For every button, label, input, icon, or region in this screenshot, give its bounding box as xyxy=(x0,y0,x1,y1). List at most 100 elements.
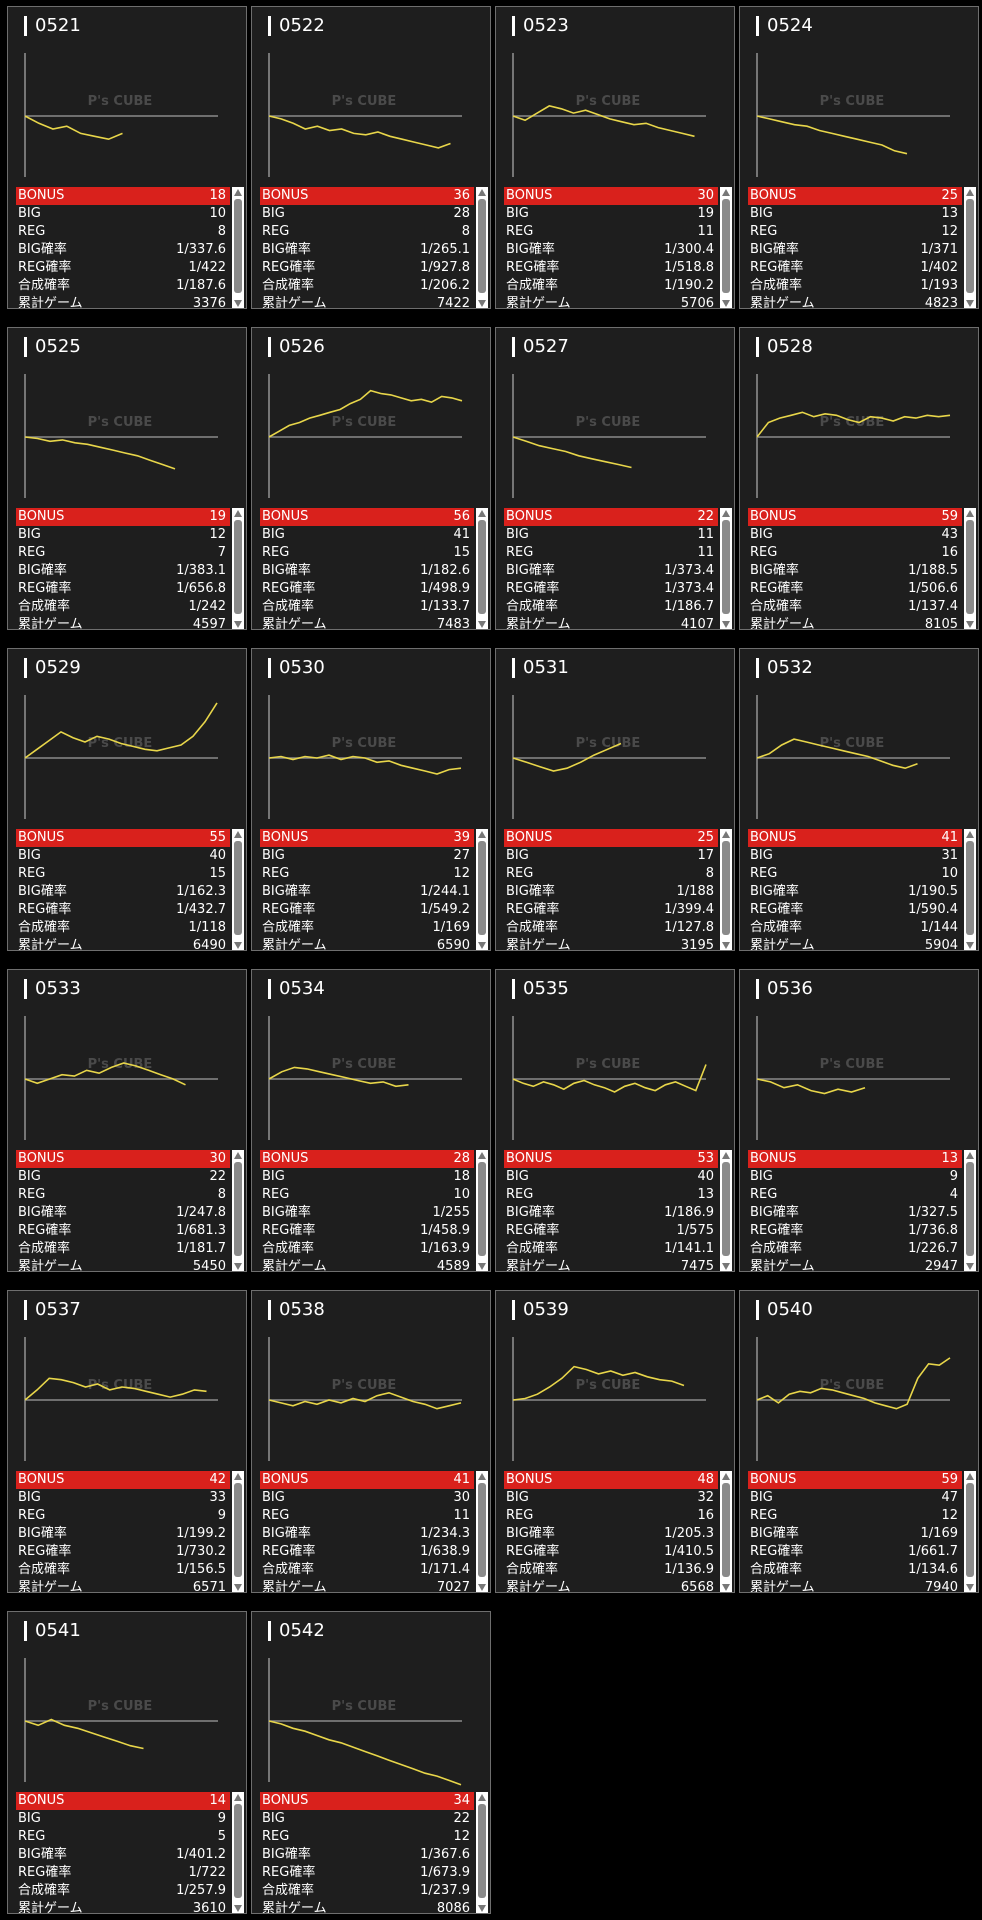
scroll-up-arrow-icon[interactable] xyxy=(966,189,974,196)
stats-scrollbar[interactable] xyxy=(476,1150,488,1271)
machine-card-0538[interactable]: 0538 P's CUBE BONUS 41 BIG 30 REG 11 BIG確率 1… xyxy=(251,1290,491,1593)
scroll-up-arrow-icon[interactable] xyxy=(966,1152,974,1159)
scroll-thumb[interactable] xyxy=(234,1804,242,1898)
machine-card-0536[interactable]: 0536 P's CUBE BONUS 13 BIG 9 REG 4 BIG確率 1/3… xyxy=(739,969,979,1272)
machine-card-0540[interactable]: 0540 P's CUBE BONUS 59 BIG 47 REG 12 BIG確率 1… xyxy=(739,1290,979,1593)
scroll-up-arrow-icon[interactable] xyxy=(722,189,730,196)
scroll-thumb[interactable] xyxy=(966,199,974,293)
stats-scrollbar[interactable] xyxy=(476,187,488,308)
machine-card-0527[interactable]: 0527 P's CUBE BONUS 22 BIG 11 REG 11 BIG確率 1… xyxy=(495,327,735,630)
machine-card-0535[interactable]: 0535 P's CUBE BONUS 53 BIG 40 REG 13 BIG確率 1… xyxy=(495,969,735,1272)
scroll-thumb[interactable] xyxy=(478,1162,486,1256)
scroll-thumb[interactable] xyxy=(478,1483,486,1577)
scroll-down-arrow-icon[interactable] xyxy=(478,1263,486,1270)
stats-scrollbar[interactable] xyxy=(720,508,732,629)
scroll-thumb[interactable] xyxy=(966,1483,974,1577)
stats-scrollbar[interactable] xyxy=(232,508,244,629)
scroll-up-arrow-icon[interactable] xyxy=(234,1794,242,1801)
scroll-thumb[interactable] xyxy=(234,520,242,614)
machine-card-0530[interactable]: 0530 P's CUBE BONUS 39 BIG 27 REG 12 BIG確率 1… xyxy=(251,648,491,951)
stats-scrollbar[interactable] xyxy=(476,829,488,950)
machine-card-0531[interactable]: 0531 P's CUBE BONUS 25 BIG 17 REG 8 BIG確率 1/… xyxy=(495,648,735,951)
stats-scrollbar[interactable] xyxy=(964,508,976,629)
scroll-down-arrow-icon[interactable] xyxy=(722,1263,730,1270)
stats-scrollbar[interactable] xyxy=(720,1471,732,1592)
scroll-thumb[interactable] xyxy=(234,841,242,935)
stats-scrollbar[interactable] xyxy=(964,1150,976,1271)
scroll-up-arrow-icon[interactable] xyxy=(966,1473,974,1480)
scroll-up-arrow-icon[interactable] xyxy=(966,831,974,838)
machine-card-0539[interactable]: 0539 P's CUBE BONUS 48 BIG 32 REG 16 BIG確率 1… xyxy=(495,1290,735,1593)
scroll-thumb[interactable] xyxy=(478,841,486,935)
machine-card-0524[interactable]: 0524 P's CUBE BONUS 25 BIG 13 REG 12 BIG確率 1… xyxy=(739,6,979,309)
stats-scrollbar[interactable] xyxy=(476,1792,488,1913)
scroll-down-arrow-icon[interactable] xyxy=(966,300,974,307)
scroll-thumb[interactable] xyxy=(722,841,730,935)
machine-card-0521[interactable]: 0521 P's CUBE BONUS 18 BIG 10 REG 8 BIG確率 1/… xyxy=(7,6,247,309)
machine-card-0525[interactable]: 0525 P's CUBE BONUS 19 BIG 12 REG 7 BIG確率 1/… xyxy=(7,327,247,630)
scroll-down-arrow-icon[interactable] xyxy=(234,942,242,949)
stats-scrollbar[interactable] xyxy=(232,1150,244,1271)
stats-scrollbar[interactable] xyxy=(964,829,976,950)
stats-scrollbar[interactable] xyxy=(964,1471,976,1592)
scroll-thumb[interactable] xyxy=(966,841,974,935)
stats-scrollbar[interactable] xyxy=(476,508,488,629)
scroll-up-arrow-icon[interactable] xyxy=(478,1152,486,1159)
machine-card-0534[interactable]: 0534 P's CUBE BONUS 28 BIG 18 REG 10 BIG確率 1… xyxy=(251,969,491,1272)
scroll-up-arrow-icon[interactable] xyxy=(478,1473,486,1480)
scroll-down-arrow-icon[interactable] xyxy=(478,942,486,949)
scroll-up-arrow-icon[interactable] xyxy=(234,1152,242,1159)
scroll-thumb[interactable] xyxy=(722,520,730,614)
scroll-up-arrow-icon[interactable] xyxy=(722,1152,730,1159)
scroll-down-arrow-icon[interactable] xyxy=(966,1584,974,1591)
stats-scrollbar[interactable] xyxy=(476,1471,488,1592)
scroll-thumb[interactable] xyxy=(478,1804,486,1898)
stats-scrollbar[interactable] xyxy=(720,187,732,308)
scroll-thumb[interactable] xyxy=(966,520,974,614)
scroll-down-arrow-icon[interactable] xyxy=(966,942,974,949)
machine-card-0537[interactable]: 0537 P's CUBE BONUS 42 BIG 33 REG 9 BIG確率 1/… xyxy=(7,1290,247,1593)
scroll-up-arrow-icon[interactable] xyxy=(478,1794,486,1801)
scroll-down-arrow-icon[interactable] xyxy=(722,942,730,949)
machine-card-0533[interactable]: 0533 P's CUBE BONUS 30 BIG 22 REG 8 BIG確率 1/… xyxy=(7,969,247,1272)
stats-scrollbar[interactable] xyxy=(232,1471,244,1592)
machine-card-0532[interactable]: 0532 P's CUBE BONUS 41 BIG 31 REG 10 BIG確率 1… xyxy=(739,648,979,951)
scroll-down-arrow-icon[interactable] xyxy=(234,1905,242,1912)
machine-card-0529[interactable]: 0529 P's CUBE BONUS 55 BIG 40 REG 15 BIG確率 1… xyxy=(7,648,247,951)
scroll-thumb[interactable] xyxy=(722,1483,730,1577)
scroll-down-arrow-icon[interactable] xyxy=(234,1263,242,1270)
scroll-up-arrow-icon[interactable] xyxy=(478,510,486,517)
scroll-thumb[interactable] xyxy=(478,520,486,614)
scroll-thumb[interactable] xyxy=(722,199,730,293)
scroll-down-arrow-icon[interactable] xyxy=(722,300,730,307)
scroll-up-arrow-icon[interactable] xyxy=(234,831,242,838)
machine-card-0528[interactable]: 0528 P's CUBE BONUS 59 BIG 43 REG 16 BIG確率 1… xyxy=(739,327,979,630)
machine-card-0523[interactable]: 0523 P's CUBE BONUS 30 BIG 19 REG 11 BIG確率 1… xyxy=(495,6,735,309)
machine-card-0526[interactable]: 0526 P's CUBE BONUS 56 BIG 41 REG 15 BIG確率 1… xyxy=(251,327,491,630)
stats-scrollbar[interactable] xyxy=(232,1792,244,1913)
scroll-down-arrow-icon[interactable] xyxy=(722,621,730,628)
machine-card-0522[interactable]: 0522 P's CUBE BONUS 36 BIG 28 REG 8 BIG確率 1/… xyxy=(251,6,491,309)
scroll-thumb[interactable] xyxy=(722,1162,730,1256)
scroll-up-arrow-icon[interactable] xyxy=(234,189,242,196)
scroll-thumb[interactable] xyxy=(234,1483,242,1577)
scroll-up-arrow-icon[interactable] xyxy=(478,831,486,838)
scroll-up-arrow-icon[interactable] xyxy=(722,1473,730,1480)
scroll-thumb[interactable] xyxy=(234,1162,242,1256)
machine-card-0541[interactable]: 0541 P's CUBE BONUS 14 BIG 9 REG 5 BIG確率 1/4… xyxy=(7,1611,247,1914)
machine-card-0542[interactable]: 0542 P's CUBE BONUS 34 BIG 22 REG 12 BIG確率 1… xyxy=(251,1611,491,1914)
scroll-down-arrow-icon[interactable] xyxy=(722,1584,730,1591)
scroll-up-arrow-icon[interactable] xyxy=(722,510,730,517)
scroll-down-arrow-icon[interactable] xyxy=(234,1584,242,1591)
stats-scrollbar[interactable] xyxy=(964,187,976,308)
stats-scrollbar[interactable] xyxy=(232,829,244,950)
scroll-down-arrow-icon[interactable] xyxy=(478,1905,486,1912)
scroll-down-arrow-icon[interactable] xyxy=(478,621,486,628)
scroll-thumb[interactable] xyxy=(966,1162,974,1256)
scroll-up-arrow-icon[interactable] xyxy=(234,510,242,517)
scroll-up-arrow-icon[interactable] xyxy=(234,1473,242,1480)
scroll-down-arrow-icon[interactable] xyxy=(234,621,242,628)
stats-scrollbar[interactable] xyxy=(720,1150,732,1271)
scroll-down-arrow-icon[interactable] xyxy=(966,621,974,628)
scroll-down-arrow-icon[interactable] xyxy=(966,1263,974,1270)
